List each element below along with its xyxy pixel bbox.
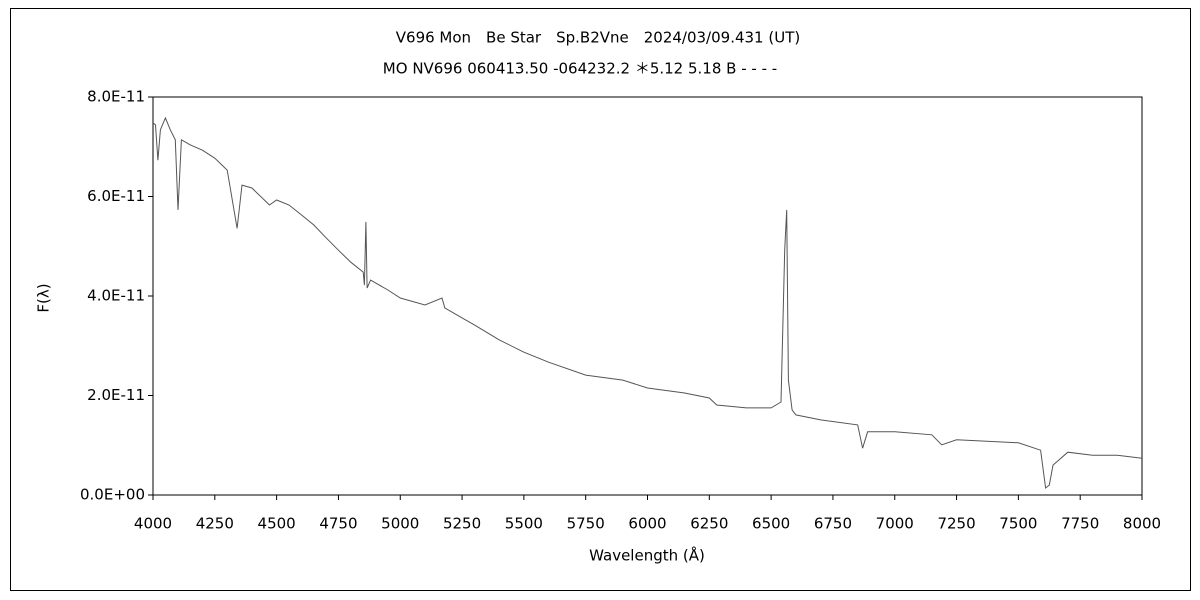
chart-subtitle: MO NV696 060413.50 -064232.2 ＊5.12 5.18 … bbox=[383, 60, 777, 78]
frame bbox=[10, 8, 1191, 591]
x-tick-label: 5000 bbox=[381, 515, 419, 533]
x-tick-label: 4750 bbox=[319, 515, 357, 533]
spectrum-line bbox=[152, 116, 1143, 489]
x-tick-label: 7250 bbox=[937, 515, 975, 533]
x-tick-label: 8000 bbox=[1123, 515, 1161, 533]
y-tick-label: 8.0E-11 bbox=[87, 88, 145, 106]
x-tick-label: 5500 bbox=[505, 515, 543, 533]
plot-area bbox=[152, 96, 1143, 496]
y-tick-label: 4.0E-11 bbox=[87, 287, 145, 305]
x-axis-label: Wavelength (Å) bbox=[589, 546, 705, 565]
x-tick-label: 6500 bbox=[752, 515, 790, 533]
x-tick-label: 4250 bbox=[196, 515, 234, 533]
x-tick-label: 4500 bbox=[258, 515, 296, 533]
y-tick-label: 0.0E+00 bbox=[80, 486, 145, 504]
x-tick-label: 5750 bbox=[567, 515, 605, 533]
y-tick-label: 6.0E-11 bbox=[87, 187, 145, 205]
y-tick-label: 2.0E-11 bbox=[87, 386, 145, 404]
x-tick-label: 6250 bbox=[690, 515, 728, 533]
x-tick-label: 7000 bbox=[876, 515, 914, 533]
x-tick-label: 6000 bbox=[628, 515, 666, 533]
x-tick-label: 4000 bbox=[134, 515, 172, 533]
x-tick-label: 7750 bbox=[1061, 515, 1099, 533]
x-tick-label: 6750 bbox=[814, 515, 852, 533]
y-axis-label: F(λ) bbox=[35, 283, 53, 312]
x-tick-label: 5250 bbox=[443, 515, 481, 533]
x-tick-label: 7500 bbox=[999, 515, 1037, 533]
chart-title: V696 Mon Be Star Sp.B2Vne 2024/03/09.431… bbox=[396, 29, 800, 47]
